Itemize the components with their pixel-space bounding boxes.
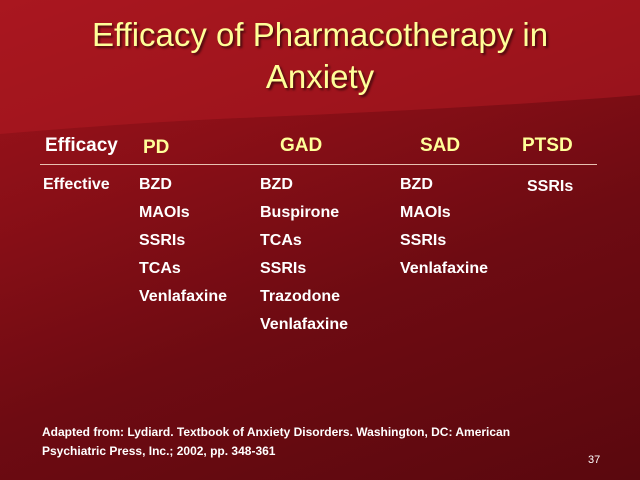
citation: Adapted from: Lydiard. Textbook of Anxie… bbox=[42, 423, 582, 461]
page-number: 37 bbox=[588, 454, 601, 466]
background-wave bbox=[0, 0, 640, 134]
header-divider bbox=[40, 164, 597, 165]
citation-line-1: Adapted from: Lydiard. Textbook of Anxie… bbox=[42, 425, 511, 439]
header-pd: PD bbox=[143, 137, 170, 158]
pd-drug-list: BZD MAOIs SSRIs TCAs Venlafaxine bbox=[139, 173, 227, 313]
list-item: Venlafaxine bbox=[260, 316, 349, 333]
citation-line-2: Psychiatric Press, Inc.; 2002, pp. 348-3… bbox=[42, 444, 276, 458]
list-item: BZD bbox=[400, 176, 433, 193]
sad-drug-list: BZD MAOIs SSRIs Venlafaxine bbox=[400, 173, 488, 285]
list-item: Buspirone bbox=[260, 204, 340, 221]
gad-drug-list: BZD Buspirone TCAs SSRIs Trazodone Venla… bbox=[260, 173, 348, 341]
header-gad: GAD bbox=[280, 135, 323, 156]
list-item: MAOIs bbox=[139, 204, 190, 221]
list-item: SSRIs bbox=[400, 232, 447, 249]
header-efficacy: Efficacy bbox=[45, 135, 118, 156]
slide-title: Efficacy of Pharmacotherapy in Anxiety bbox=[40, 14, 600, 98]
title-line-2: Anxiety bbox=[265, 58, 375, 95]
header-ptsd: PTSD bbox=[522, 135, 573, 156]
list-item: Venlafaxine bbox=[139, 288, 228, 305]
list-item: SSRIs bbox=[139, 232, 186, 249]
title-line-1: Efficacy of Pharmacotherapy in bbox=[91, 16, 549, 53]
list-item: TCAs bbox=[139, 260, 181, 277]
list-item: SSRIs bbox=[527, 178, 574, 195]
list-item: SSRIs bbox=[260, 260, 307, 277]
row-label-effective: Effective bbox=[43, 176, 110, 193]
list-item: Trazodone bbox=[260, 288, 341, 305]
list-item: TCAs bbox=[260, 232, 302, 249]
list-item: Venlafaxine bbox=[400, 260, 489, 277]
header-sad: SAD bbox=[420, 135, 461, 156]
ptsd-drug-list: SSRIs bbox=[527, 175, 573, 203]
list-item: BZD bbox=[260, 176, 293, 193]
list-item: MAOIs bbox=[400, 204, 451, 221]
list-item: BZD bbox=[139, 176, 172, 193]
